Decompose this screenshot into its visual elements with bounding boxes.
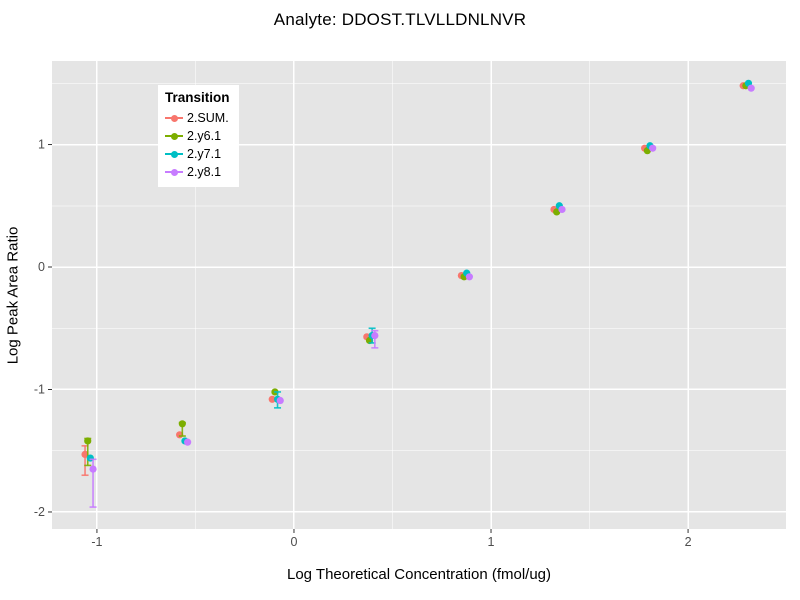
legend-item-label: 2.y6.1: [187, 129, 222, 143]
legend-item-2-y7-1: 2.y7.1: [165, 145, 230, 163]
legend-item-2-y6-1: 2.y6.1: [165, 127, 230, 145]
x-tick-label: 0: [290, 535, 297, 549]
errorbar-point-key-icon: [165, 111, 183, 125]
x-tick-label: 2: [685, 535, 692, 549]
legend-box: Transition 2.SUM. 2.y6.1 2.y7.1 2.y8.1: [158, 85, 239, 187]
data-point: [276, 396, 284, 405]
chart-title: Analyte: DDOST.TLVLLDNLNVR: [273, 10, 527, 29]
data-point: [649, 144, 657, 152]
legend-item-label: 2.y8.1: [187, 165, 222, 179]
x-tick-label: 1: [488, 535, 495, 549]
errorbar-point-key-icon: [165, 129, 183, 143]
data-point: [371, 332, 379, 340]
y-tick-label: 0: [38, 260, 45, 274]
data-point: [268, 395, 276, 403]
y-tick-label: 1: [38, 138, 45, 152]
legend-item-2-y8-1: 2.y8.1: [165, 163, 230, 181]
legend-item-label: 2.y7.1: [187, 147, 222, 161]
legend-item-2-sum-: 2.SUM.: [165, 109, 230, 127]
data-point: [747, 84, 755, 92]
y-tick-label: -2: [34, 505, 45, 519]
legend-items: 2.SUM. 2.y6.1 2.y7.1 2.y8.1: [165, 109, 230, 181]
data-point: [558, 205, 566, 214]
data-point: [465, 273, 474, 281]
x-tick-label: -1: [91, 535, 102, 549]
x-axis-title: Log Theoretical Concentration (fmol/ug): [286, 566, 552, 583]
y-tick-label: -1: [34, 382, 45, 396]
errorbar-point-key-icon: [165, 165, 183, 179]
y-axis-title: Log Peak Area Ratio: [4, 226, 22, 365]
data-point: [81, 450, 89, 459]
data-point: [84, 437, 92, 445]
errorbar-point-key-icon: [165, 147, 183, 161]
legend-item-label: 2.SUM.: [187, 111, 229, 125]
data-point: [178, 420, 186, 428]
data-point: [184, 438, 192, 446]
legend-title: Transition: [165, 90, 230, 105]
data-point: [89, 465, 97, 473]
